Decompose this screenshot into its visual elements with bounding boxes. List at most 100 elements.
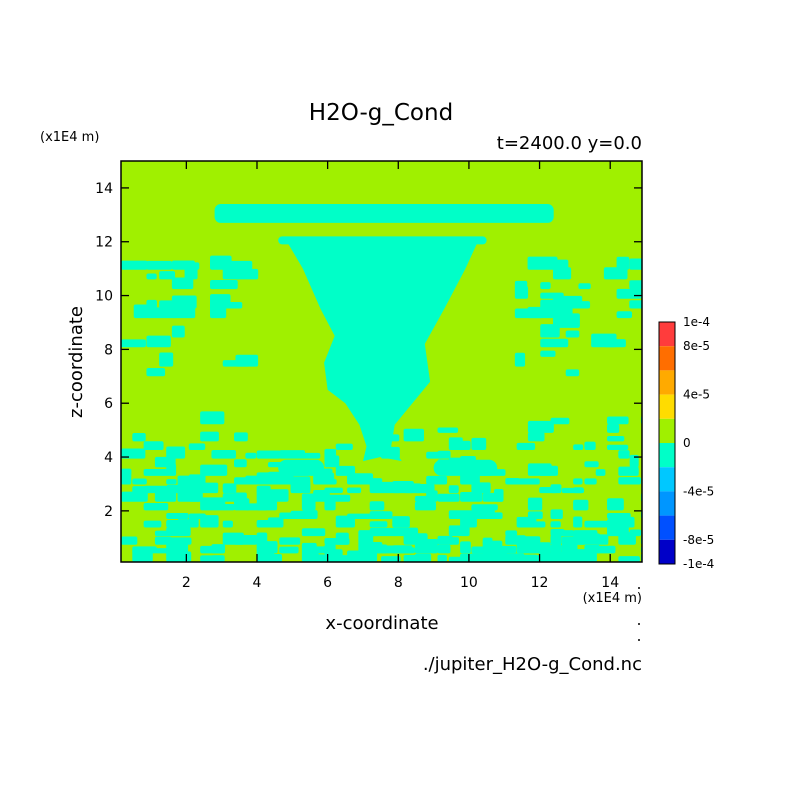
contour-cell (188, 443, 206, 451)
colorbar-band (659, 515, 675, 540)
contour-cell (143, 520, 162, 528)
contour-cell (121, 468, 132, 476)
contour-cell (159, 271, 176, 280)
contour-cell (640, 416, 642, 424)
low-band-left (278, 459, 325, 476)
contour-cell (177, 530, 187, 537)
y-tick-label: 4 (104, 450, 113, 466)
y-tick-label: 6 (104, 396, 113, 412)
contour-cell (573, 478, 583, 485)
chart-subtitle: t=2400.0 y=0.0 (497, 133, 642, 154)
contour-cell (166, 479, 177, 485)
contour-cell (448, 537, 459, 545)
contour-cell (301, 510, 318, 519)
contour-cell (324, 487, 343, 494)
contour-cell (369, 478, 383, 485)
contour-cell (200, 411, 225, 425)
colorbar-band (659, 370, 675, 395)
contour-cell (256, 485, 271, 494)
contour-cell (235, 354, 259, 367)
contour-cell (552, 267, 572, 280)
x-tick-label: 8 (394, 575, 403, 591)
contour-cell (324, 499, 336, 511)
contour-cell (516, 536, 541, 545)
colorbar-label: -1e-4 (683, 557, 714, 571)
contour-cell (603, 267, 628, 280)
colorbar-band (659, 539, 675, 564)
contour-cell (234, 459, 247, 468)
contour-regions (214, 204, 554, 476)
contour-cell (159, 352, 174, 367)
x-tick-label: 14 (601, 575, 619, 591)
contour-cell (616, 311, 633, 319)
contour-cell (290, 476, 311, 485)
contour-cell (403, 547, 415, 554)
contour-cell (146, 299, 157, 309)
contour-cell (222, 260, 253, 270)
y-tick-label: 10 (95, 289, 113, 305)
contour-cell (448, 437, 463, 451)
contour-cell (642, 258, 667, 270)
contour-cell (550, 528, 565, 537)
contour-cell (222, 302, 243, 309)
contour-cell (380, 511, 393, 519)
contour-cell (514, 280, 528, 290)
contour-cell (573, 516, 583, 528)
contour-cell (154, 456, 176, 468)
contour-cell (618, 450, 630, 459)
colorbar-label: 0 (683, 436, 691, 450)
contour-cell (584, 478, 597, 485)
contour-cell (121, 339, 146, 348)
contour-cell (540, 350, 556, 357)
contour-cell (527, 432, 545, 442)
contour-cell (618, 477, 641, 485)
contour-cell (222, 503, 235, 511)
contour-cell (540, 338, 569, 348)
contour-cell (629, 300, 642, 309)
contour-cell (369, 527, 397, 537)
contour-cell (335, 443, 353, 451)
contour-cell (437, 554, 447, 562)
chart-title: H2O-g_Cond (309, 100, 453, 126)
contour-cell (595, 469, 606, 476)
colorbar-label: -8e-5 (683, 533, 714, 547)
contour-cell (184, 267, 198, 280)
colorbar-label: 8e-5 (683, 339, 710, 353)
colorbar-frame (658, 321, 676, 565)
contour-cell (584, 441, 596, 451)
contour-cell (527, 420, 554, 433)
colorbar-label: -4e-5 (683, 484, 714, 498)
contour-cell (618, 466, 639, 476)
contour-cell (121, 260, 148, 270)
contour-cell (222, 483, 237, 494)
contour-cell (188, 513, 206, 519)
funnel-cloud (287, 241, 478, 462)
contour-cell (324, 544, 336, 554)
contour-cell (642, 283, 670, 289)
contour-cell (516, 442, 536, 451)
contour-cell (514, 352, 526, 367)
contour-cell (313, 554, 326, 562)
contour-cell (561, 542, 578, 554)
contour-cell (460, 541, 471, 554)
contour-cell (573, 533, 601, 545)
contour-cell (301, 452, 321, 459)
contour-cell (211, 555, 225, 562)
y-tick-label: 14 (95, 181, 113, 197)
dot-mark (638, 587, 640, 589)
contour-cell (146, 368, 166, 377)
y-axis: 2 4 6 8 10 12 14 (95, 181, 642, 520)
contour-cell (539, 465, 558, 476)
contour-cell (347, 513, 372, 519)
contour-cell (642, 326, 656, 338)
colorbar-band (659, 491, 675, 516)
dot-mark (638, 623, 640, 625)
contour-cell (133, 304, 149, 319)
contour-cell (550, 417, 570, 425)
contour-cell (121, 491, 148, 502)
contour-cell (426, 475, 448, 485)
contour-cell (595, 545, 616, 554)
contour-cell (235, 268, 259, 280)
contour-cell (437, 544, 451, 554)
